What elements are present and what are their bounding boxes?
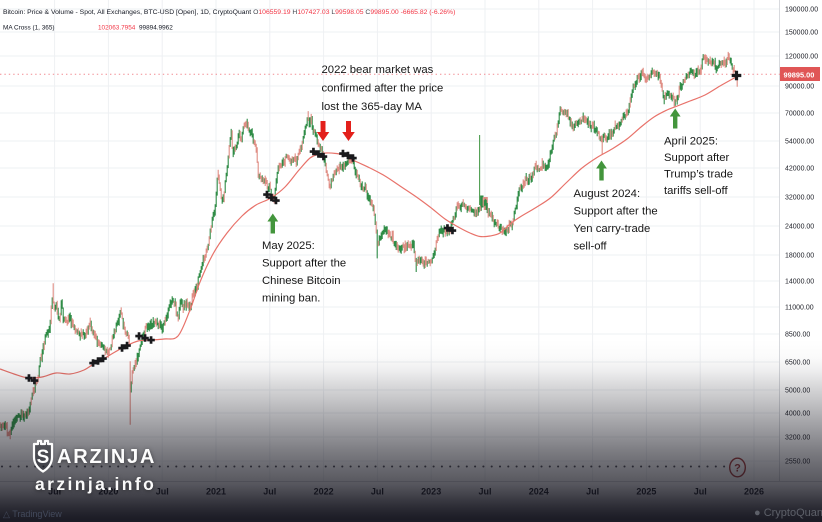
svg-text:90000.00: 90000.00	[785, 84, 814, 91]
svg-text:102063.7954: 102063.7954	[98, 25, 136, 32]
svg-text:Jul: Jul	[371, 487, 384, 497]
svg-text:190000.00: 190000.00	[785, 7, 818, 14]
svg-text:2024: 2024	[529, 487, 549, 497]
svg-text:3200.00: 3200.00	[785, 435, 810, 442]
svg-text:14000.00: 14000.00	[785, 279, 814, 286]
svg-text:24000.00: 24000.00	[785, 224, 814, 231]
svg-text:120000.00: 120000.00	[785, 54, 818, 61]
svg-text:2026: 2026	[744, 487, 764, 497]
svg-text:18000.00: 18000.00	[785, 253, 814, 260]
svg-text:32000.00: 32000.00	[785, 195, 814, 202]
svg-text:2025: 2025	[636, 487, 656, 497]
svg-text:Jul: Jul	[586, 487, 599, 497]
svg-text:Jul: Jul	[478, 487, 491, 497]
svg-text:S: S	[37, 447, 50, 468]
svg-text:Jul: Jul	[156, 487, 169, 497]
svg-text:99895.00: 99895.00	[784, 70, 815, 79]
svg-text:11000.00: 11000.00	[785, 305, 814, 312]
svg-text:Jul: Jul	[694, 487, 707, 497]
svg-text:4000.00: 4000.00	[785, 411, 810, 418]
svg-text:42000.00: 42000.00	[785, 166, 814, 173]
svg-text:2023: 2023	[421, 487, 441, 497]
svg-text:Bitcoin: Price & Volume - Spot: Bitcoin: Price & Volume - Spot, All Exch…	[3, 9, 455, 16]
svg-text:2021: 2021	[206, 487, 226, 497]
svg-text:70000.00: 70000.00	[785, 111, 814, 118]
svg-text:2022: 2022	[314, 487, 334, 497]
svg-text:Jul: Jul	[263, 487, 276, 497]
svg-text:150000.00: 150000.00	[785, 30, 818, 37]
svg-text:5000.00: 5000.00	[785, 388, 810, 395]
svg-text:6500.00: 6500.00	[785, 360, 810, 367]
svg-text:MA Cross (1, 365): MA Cross (1, 365)	[3, 25, 55, 32]
svg-text:54000.00: 54000.00	[785, 139, 814, 146]
svg-text:2550.00: 2550.00	[785, 459, 810, 466]
svg-text:99894.9962: 99894.9962	[139, 25, 173, 32]
svg-text:?: ?	[734, 463, 741, 475]
svg-text:8500.00: 8500.00	[785, 332, 810, 339]
